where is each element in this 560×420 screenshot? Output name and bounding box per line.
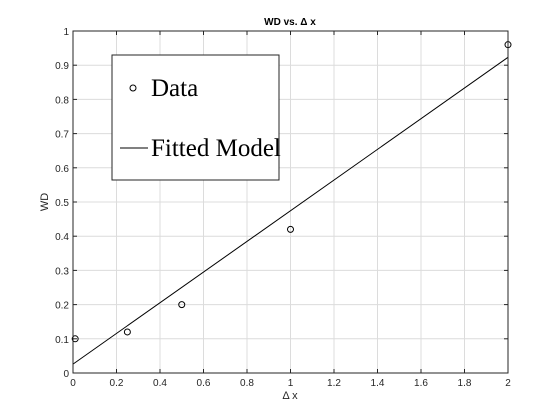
y-tick-label: 0.5 <box>55 198 69 209</box>
y-tick-label: 0.1 <box>55 335 69 346</box>
x-tick-label: 2 <box>505 378 511 389</box>
y-tick-label: 0.4 <box>55 232 69 243</box>
y-tick-labels: 0 0.1 0.2 0.3 0.4 0.5 0.6 0.7 0.8 0.9 1 <box>55 27 69 380</box>
data-point <box>123 328 131 336</box>
x-tick-label: 0.4 <box>153 378 167 389</box>
x-tick-label: 0.2 <box>110 378 124 389</box>
ticks <box>72 30 509 374</box>
x-tick-label: 1.6 <box>414 378 428 389</box>
fitted-model-line <box>72 56 509 365</box>
legend-fitted-model-label: Fitted Model <box>151 135 281 162</box>
x-tick-label: 0.6 <box>197 378 211 389</box>
legend-data-marker <box>129 84 137 92</box>
y-tick-label: 0 <box>63 369 69 380</box>
y-tick-label: 0.9 <box>55 61 69 72</box>
chart-title: WD vs. Δ x <box>264 17 316 28</box>
data-point <box>178 301 186 309</box>
y-tick-label: 0.7 <box>55 130 69 141</box>
x-tick-labels: 0 0.2 0.4 0.6 0.8 1 1.2 1.4 1.6 1.8 2 <box>70 378 511 389</box>
y-tick-label: 1 <box>63 27 69 38</box>
legend-box <box>111 54 280 181</box>
y-axis-label: WD <box>39 193 51 211</box>
y-tick-label: 0.8 <box>55 95 69 106</box>
legend-data-label: Data <box>151 75 198 102</box>
fitted-model-layer <box>72 56 509 365</box>
legend: Data Fitted Model <box>111 54 281 181</box>
x-tick-label: 1.8 <box>458 378 472 389</box>
x-tick-label: 1.2 <box>327 378 341 389</box>
x-axis-label: Δ x <box>282 390 298 402</box>
y-tick-label: 0.2 <box>55 301 69 312</box>
y-tick-label: 0.6 <box>55 164 69 175</box>
x-tick-label: 0.8 <box>240 378 254 389</box>
x-tick-label: 0 <box>70 378 76 389</box>
data-point <box>71 335 79 343</box>
y-tick-label: 0.3 <box>55 266 69 277</box>
x-tick-label: 1 <box>288 378 294 389</box>
x-tick-label: 1.4 <box>371 378 385 389</box>
data-point <box>287 225 294 233</box>
